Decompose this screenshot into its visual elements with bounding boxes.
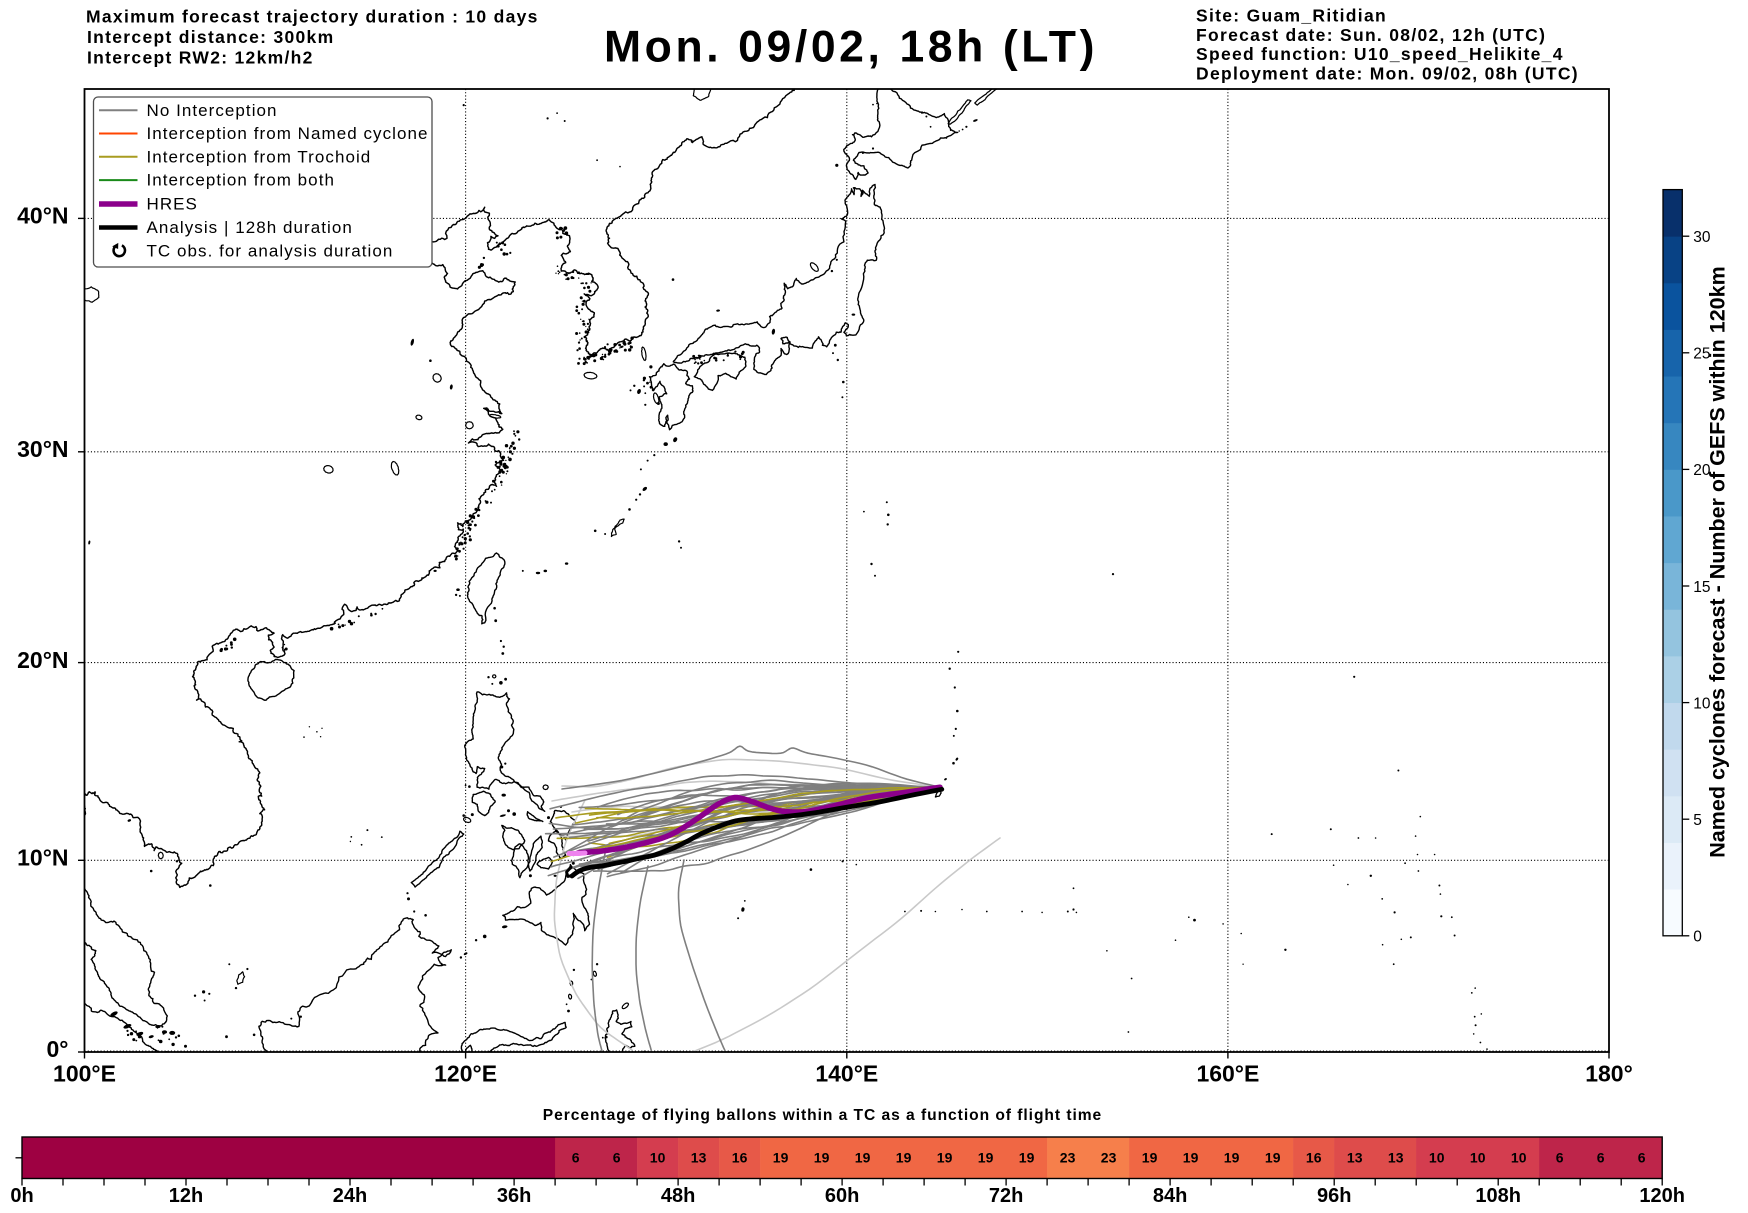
- svg-text:19: 19: [855, 1150, 871, 1166]
- svg-text:16: 16: [1306, 1150, 1322, 1166]
- svg-text:6: 6: [572, 1150, 580, 1166]
- svg-text:10: 10: [650, 1150, 666, 1166]
- svg-text:Interception from both: Interception from both: [147, 171, 335, 190]
- svg-text:100°E: 100°E: [53, 1061, 116, 1087]
- svg-text:96h: 96h: [1317, 1185, 1351, 1207]
- svg-text:0°: 0°: [47, 1036, 69, 1062]
- svg-text:19: 19: [1183, 1150, 1199, 1166]
- svg-text:Named cyclones forecast - Numb: Named cyclones forecast - Number of GEFS…: [1706, 266, 1730, 857]
- svg-text:Mon. 09/02, 18h (LT): Mon. 09/02, 18h (LT): [604, 23, 1098, 72]
- svg-text:25: 25: [1693, 346, 1710, 363]
- svg-text:30: 30: [1693, 229, 1711, 246]
- svg-text:60h: 60h: [825, 1185, 859, 1207]
- svg-text:19: 19: [1019, 1150, 1035, 1166]
- svg-text:23: 23: [1060, 1150, 1076, 1166]
- svg-text:19: 19: [1224, 1150, 1240, 1166]
- svg-text:13: 13: [1388, 1150, 1404, 1166]
- svg-text:Intercept RW2: 12km/h2: Intercept RW2: 12km/h2: [87, 48, 314, 68]
- svg-text:13: 13: [1347, 1150, 1363, 1166]
- svg-text:HRES: HRES: [147, 195, 198, 214]
- svg-text:19: 19: [814, 1150, 830, 1166]
- svg-text:36h: 36h: [497, 1185, 531, 1207]
- svg-text:40°N: 40°N: [17, 203, 68, 229]
- svg-text:10: 10: [1470, 1150, 1486, 1166]
- svg-text:6: 6: [1597, 1150, 1605, 1166]
- svg-text:10°N: 10°N: [17, 845, 68, 871]
- svg-text:Percentage of flying ballons w: Percentage of flying ballons within a TC…: [543, 1107, 1102, 1124]
- svg-text:10: 10: [1693, 695, 1711, 712]
- svg-text:13: 13: [691, 1150, 707, 1166]
- svg-text:20: 20: [1693, 462, 1711, 479]
- svg-text:120°E: 120°E: [434, 1061, 497, 1087]
- svg-text:72h: 72h: [989, 1185, 1023, 1207]
- svg-text:Interception from Named cyclon: Interception from Named cyclone: [147, 124, 429, 143]
- svg-text:10: 10: [1511, 1150, 1527, 1166]
- svg-text:Speed function: U10_speed_Heli: Speed function: U10_speed_Helikite_4: [1196, 44, 1564, 64]
- svg-text:19: 19: [937, 1150, 953, 1166]
- svg-text:Forecast date: Sun. 08/02, 12h: Forecast date: Sun. 08/02, 12h (UTC): [1196, 25, 1546, 45]
- svg-text:84h: 84h: [1153, 1185, 1187, 1207]
- svg-text:6: 6: [1638, 1150, 1646, 1166]
- svg-text:5: 5: [1693, 812, 1702, 829]
- svg-text:15: 15: [1693, 579, 1710, 596]
- svg-text:Intercept distance: 300km: Intercept distance: 300km: [87, 27, 334, 47]
- svg-text:0: 0: [1693, 929, 1702, 946]
- svg-text:Site: Guam_Ritidian: Site: Guam_Ritidian: [1196, 6, 1387, 26]
- svg-text:19: 19: [1265, 1150, 1281, 1166]
- svg-text:Analysis | 128h duration: Analysis | 128h duration: [147, 218, 353, 237]
- svg-text:16: 16: [732, 1150, 748, 1166]
- svg-text:10: 10: [1429, 1150, 1445, 1166]
- svg-text:0h: 0h: [10, 1185, 33, 1207]
- svg-text:140°E: 140°E: [815, 1061, 878, 1087]
- svg-text:24h: 24h: [333, 1185, 367, 1207]
- svg-text:6: 6: [613, 1150, 621, 1166]
- svg-text:Deployment date: Mon. 09/02, 0: Deployment date: Mon. 09/02, 08h (UTC): [1196, 63, 1579, 83]
- svg-text:Maximum forecast trajectory du: Maximum forecast trajectory duration : 1…: [86, 7, 539, 27]
- svg-text:19: 19: [1142, 1150, 1158, 1166]
- svg-text:30°N: 30°N: [17, 436, 68, 462]
- svg-text:20°N: 20°N: [17, 647, 68, 673]
- svg-text:12h: 12h: [169, 1185, 203, 1207]
- svg-text:19: 19: [896, 1150, 912, 1166]
- svg-text:120h: 120h: [1639, 1185, 1685, 1207]
- svg-text:19: 19: [773, 1150, 789, 1166]
- svg-text:108h: 108h: [1475, 1185, 1521, 1207]
- svg-text:180°: 180°: [1585, 1061, 1633, 1087]
- svg-text:48h: 48h: [661, 1185, 695, 1207]
- svg-text:TC obs. for analysis duration: TC obs. for analysis duration: [147, 242, 394, 261]
- svg-text:Interception from Trochoid: Interception from Trochoid: [147, 147, 372, 166]
- svg-text:23: 23: [1101, 1150, 1117, 1166]
- svg-text:6: 6: [1556, 1150, 1564, 1166]
- svg-text:160°E: 160°E: [1196, 1061, 1259, 1087]
- svg-text:19: 19: [978, 1150, 994, 1166]
- svg-text:No Interception: No Interception: [147, 101, 278, 120]
